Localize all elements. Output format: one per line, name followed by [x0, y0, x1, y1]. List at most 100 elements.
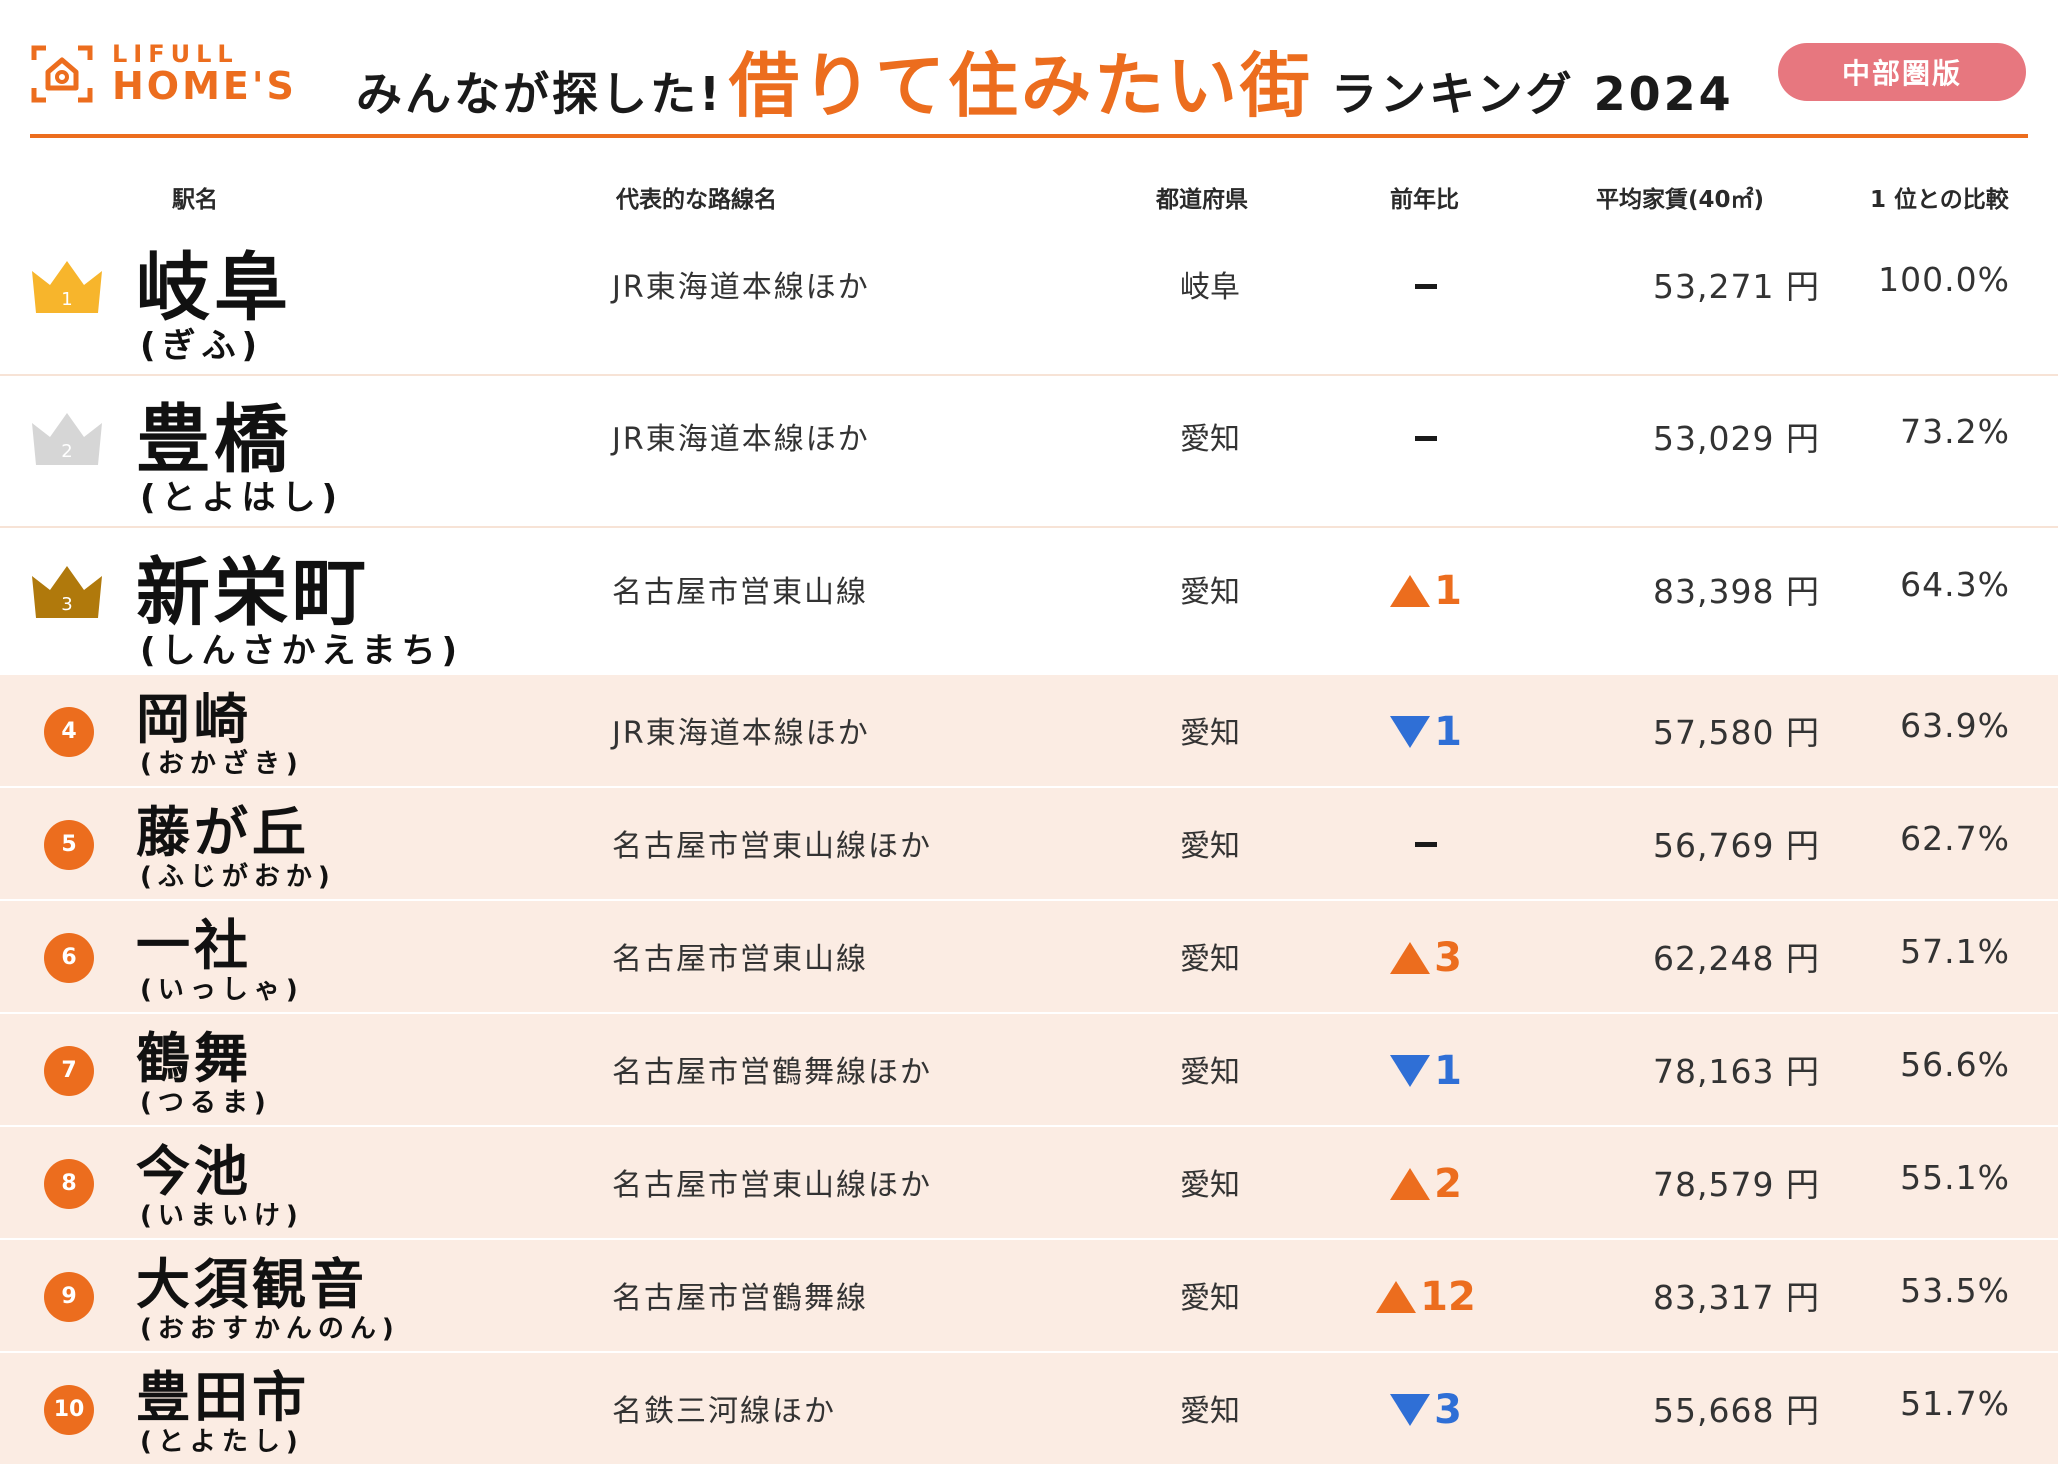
- station-name: 岐阜: [136, 245, 292, 331]
- year-change: 1: [1346, 702, 1506, 762]
- station-reading: (おおすかんのん): [140, 1314, 400, 1344]
- silver-crown-icon: 2: [32, 413, 102, 465]
- column-header-change: 前年比: [1390, 187, 1459, 213]
- change-amount: 3: [1434, 1386, 1462, 1433]
- title-main: 借りて住みたい街: [728, 45, 1313, 127]
- average-rent: 83,317 円: [1653, 1277, 1820, 1317]
- year-change: 1: [1346, 1041, 1506, 1101]
- station-reading: (しんさかえまち): [140, 631, 464, 671]
- prefecture: 愛知: [1180, 828, 1240, 864]
- year-change: 12: [1346, 1267, 1506, 1327]
- line-name: JR東海道本線ほか: [612, 715, 870, 751]
- prefecture: 愛知: [1180, 1393, 1240, 1429]
- ratio-to-first: 55.1%: [1900, 1157, 2010, 1197]
- gold-crown-icon: 1: [32, 261, 102, 313]
- rank-number-badge: 8: [44, 1158, 94, 1209]
- column-header-ratio: 1 位との比較: [1870, 187, 2009, 213]
- table-row[interactable]: 7 鶴舞 (つるま) 名古屋市営鶴舞線ほか 愛知 1 78,163 円 56.6%: [0, 1014, 2058, 1127]
- ratio-to-first: 53.5%: [1900, 1270, 2010, 1310]
- prefecture: 愛知: [1180, 1167, 1240, 1203]
- station-reading: (とよはし): [140, 478, 344, 518]
- table-row[interactable]: 3 新栄町 (しんさかえまち) 名古屋市営東山線 愛知 1 83,398 円 64.3%: [0, 529, 2058, 681]
- year-change: [1346, 408, 1506, 468]
- change-amount: 3: [1434, 934, 1462, 981]
- table-row[interactable]: 1 岐阜 (ぎふ) JR東海道本線ほか 岐阜 53,271 円 100.0%: [0, 224, 2058, 376]
- line-name: JR東海道本線ほか: [612, 422, 870, 457]
- average-rent: 56,769 円: [1653, 825, 1820, 865]
- line-name: 名鉄三河線ほか: [612, 1393, 836, 1429]
- station-reading: (とよたし): [140, 1427, 304, 1457]
- rank-down-triangle-icon: [1390, 715, 1431, 748]
- station-name: 岡崎: [136, 688, 252, 751]
- station-reading: (ふじがおか): [140, 862, 336, 892]
- no-change-dash-icon: [1415, 283, 1437, 289]
- title-prefix: みんなが探した!: [356, 67, 723, 121]
- station-reading: (いまいけ): [140, 1201, 304, 1231]
- average-rent: 78,163 円: [1653, 1051, 1820, 1091]
- rank-up-triangle-icon: [1390, 1167, 1431, 1200]
- rank-down-triangle-icon: [1390, 1054, 1431, 1087]
- no-change-dash-icon: [1415, 842, 1437, 847]
- line-name: 名古屋市営鶴舞線: [612, 1280, 868, 1316]
- column-header-rent: 平均家賃(40㎡): [1596, 187, 1765, 213]
- station-reading: (つるま): [140, 1088, 272, 1118]
- table-row[interactable]: 10 豊田市 (とよたし) 名鉄三河線ほか 愛知 3 55,668 円 51.7%: [0, 1353, 2058, 1466]
- line-name: 名古屋市営東山線ほか: [612, 1167, 932, 1203]
- year-change: 3: [1346, 928, 1506, 988]
- station-name: 鶴舞: [136, 1027, 252, 1090]
- page-title: みんなが探した! 借りて住みたい街 ランキング 2024: [356, 30, 1734, 127]
- average-rent: 78,579 円: [1653, 1164, 1820, 1204]
- table-row[interactable]: 8 今池 (いまいけ) 名古屋市営東山線ほか 愛知 2 78,579 円 55.1%: [0, 1127, 2058, 1240]
- line-name: 名古屋市営鶴舞線ほか: [612, 1054, 932, 1090]
- rank-number-badge: 4: [44, 706, 94, 757]
- station-name: 大須観音: [136, 1253, 368, 1316]
- ratio-to-first: 100.0%: [1878, 260, 2010, 299]
- ratio-to-first: 73.2%: [1900, 412, 2010, 451]
- year-change: 2: [1346, 1154, 1506, 1214]
- rank-up-triangle-icon: [1390, 575, 1431, 607]
- rank-number-badge: 7: [44, 1045, 94, 1096]
- change-amount: 1: [1434, 568, 1462, 614]
- ratio-to-first: 51.7%: [1900, 1383, 2010, 1423]
- station-name: 一社: [136, 914, 252, 977]
- brand-logo[interactable]: LIFULL HOME'S: [30, 40, 300, 108]
- table-row[interactable]: 9 大須観音 (おおすかんのん) 名古屋市営鶴舞線 愛知 12 83,317 円 53.5%: [0, 1240, 2058, 1353]
- station-name: 今池: [136, 1140, 252, 1203]
- rank-down-triangle-icon: [1390, 1393, 1431, 1426]
- no-change-dash-icon: [1415, 435, 1437, 441]
- line-name: 名古屋市営東山線: [612, 941, 868, 977]
- column-header-line: 代表的な路線名: [616, 187, 777, 213]
- average-rent: 53,029 円: [1653, 419, 1820, 458]
- table-row[interactable]: 6 一社 (いっしゃ) 名古屋市営東山線 愛知 3 62,248 円 57.1%: [0, 901, 2058, 1014]
- ratio-to-first: 57.1%: [1900, 931, 2010, 971]
- station-name: 豊田市: [136, 1366, 310, 1429]
- prefecture: 愛知: [1180, 575, 1240, 610]
- rank-number-badge: 6: [44, 932, 94, 983]
- prefecture: 愛知: [1180, 941, 1240, 977]
- station-name: 藤が丘: [136, 801, 310, 864]
- page-header: LIFULL HOME'S みんなが探した! 借りて住みたい街 ランキング 20…: [0, 0, 2058, 140]
- change-amount: 1: [1434, 1047, 1462, 1094]
- average-rent: 62,248 円: [1653, 938, 1820, 978]
- table-row[interactable]: 4 岡崎 (おかざき) JR東海道本線ほか 愛知 1 57,580 円 63.9%: [0, 675, 2058, 788]
- region-badge: 中部圏版: [1778, 43, 2026, 101]
- table-row[interactable]: 5 藤が丘 (ふじがおか) 名古屋市営東山線ほか 愛知 56,769 円 62.7%: [0, 788, 2058, 901]
- logo-wordmark-top: LIFULL: [112, 40, 239, 68]
- line-name: 名古屋市営東山線ほか: [612, 828, 932, 864]
- prefecture: 愛知: [1180, 715, 1240, 751]
- table-row[interactable]: 2 豊橋 (とよはし) JR東海道本線ほか 愛知 53,029 円 73.2%: [0, 376, 2058, 528]
- rank-number-badge: 5: [44, 819, 94, 870]
- line-name: JR東海道本線ほか: [612, 270, 870, 305]
- change-amount: 1: [1434, 708, 1462, 755]
- column-header-station: 駅名: [172, 187, 218, 213]
- prefecture: 愛知: [1180, 1054, 1240, 1090]
- ratio-to-first: 62.7%: [1900, 818, 2010, 858]
- rank-number: 1: [61, 289, 72, 310]
- house-logo-icon: [31, 45, 93, 103]
- average-rent: 53,271 円: [1653, 267, 1820, 306]
- rank-up-triangle-icon: [1376, 1280, 1417, 1313]
- year-change: [1346, 256, 1506, 316]
- prefecture: 愛知: [1180, 1280, 1240, 1316]
- ratio-to-first: 56.6%: [1900, 1044, 2010, 1084]
- column-header-prefecture: 都道府県: [1156, 187, 1248, 213]
